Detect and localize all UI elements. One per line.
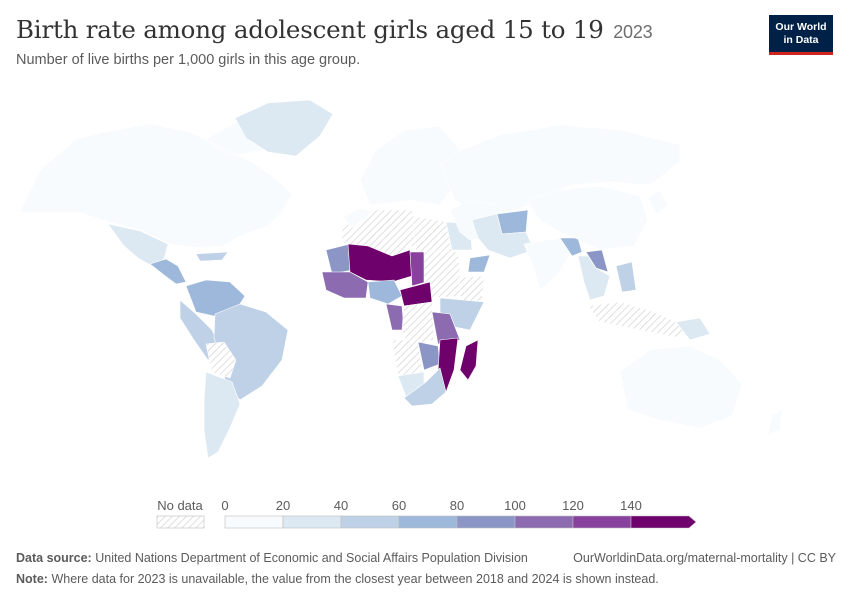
legend-tick-label: 0 — [221, 498, 228, 513]
note: Note: Where data for 2023 is unavailable… — [16, 569, 836, 590]
region-bangladesh[interactable] — [559, 237, 583, 257]
data-source: Data source: United Nations Department o… — [16, 548, 528, 569]
region-yemen[interactable] — [467, 254, 491, 273]
region-colombia-venezuela[interactable] — [185, 279, 246, 317]
region-angola[interactable] — [391, 339, 423, 377]
region-indonesia[interactable] — [587, 301, 691, 339]
region-china-mongolia[interactable] — [525, 185, 649, 251]
region-west-africa-coast[interactable] — [321, 271, 369, 299]
legend-tick-label: 120 — [562, 498, 584, 513]
region-bolivia[interactable] — [205, 341, 237, 379]
data-source-label: Data source: — [16, 551, 92, 565]
region-libya[interactable] — [411, 215, 453, 253]
source-url[interactable]: OurWorldinData.org/maternal-mortality | … — [573, 551, 836, 565]
region-morocco[interactable] — [342, 207, 373, 229]
legend-no-data-label: No data — [157, 498, 203, 513]
region-new-zealand[interactable] — [767, 409, 783, 435]
note-label: Note: — [16, 572, 48, 586]
legend-bin-6[interactable] — [572, 515, 632, 529]
chart-year[interactable]: 2023 — [613, 22, 653, 42]
region-north-america[interactable] — [19, 119, 293, 249]
region-nigeria[interactable] — [367, 279, 403, 305]
region-papua-new-guinea[interactable] — [675, 317, 711, 341]
region-tanzania[interactable] — [431, 311, 461, 345]
legend-bin-5[interactable] — [514, 515, 574, 529]
chart-header: Birth rate among adolescent girls aged 1… — [16, 14, 736, 68]
world-map[interactable] — [0, 80, 850, 480]
region-chad[interactable] — [409, 251, 427, 287]
region-ethiopia[interactable] — [457, 275, 485, 305]
legend-tick-label: 60 — [392, 498, 406, 513]
region-australia[interactable] — [619, 345, 743, 429]
data-source-text[interactable]: United Nations Department of Economic an… — [95, 551, 528, 565]
region-afghanistan[interactable] — [496, 209, 529, 235]
region-philippines[interactable] — [615, 261, 637, 293]
region-sudan[interactable] — [423, 251, 463, 299]
chart-title: Birth rate among adolescent girls aged 1… — [16, 15, 653, 44]
legend-bin-7[interactable] — [630, 515, 697, 529]
legend-tick-label: 140 — [620, 498, 642, 513]
region-caribbean[interactable] — [195, 251, 229, 262]
region-greenland[interactable] — [234, 99, 334, 157]
region-cameroon-gabon[interactable] — [385, 303, 405, 331]
logo-line-2: in Data — [783, 33, 819, 46]
region-madagascar[interactable] — [459, 339, 479, 381]
legend-tick-label: 20 — [276, 498, 290, 513]
legend-bin-3[interactable] — [398, 515, 458, 529]
region-dr-congo[interactable] — [401, 301, 435, 347]
legend-bin-2[interactable] — [340, 515, 400, 529]
region-mozambique[interactable] — [437, 337, 459, 393]
region-southern-africa[interactable] — [403, 367, 447, 407]
chart-subtitle: Number of live births per 1,000 girls in… — [16, 52, 361, 68]
legend-tick-label: 80 — [450, 498, 464, 513]
region-central-america[interactable] — [149, 258, 187, 285]
region-japan[interactable] — [647, 189, 669, 215]
legend-tick-label: 100 — [504, 498, 526, 513]
note-text: Where data for 2023 is unavailable, the … — [51, 572, 659, 586]
region-argentina-chile[interactable] — [203, 371, 241, 459]
legend-tick-label: 40 — [334, 498, 348, 513]
owid-logo[interactable]: Our World in Data — [769, 15, 833, 52]
region-europe[interactable] — [359, 125, 461, 206]
logo-accent-bar — [769, 52, 833, 55]
region-mainland-southeast-asia[interactable] — [577, 255, 611, 301]
chart-footer: Data source: United Nations Department o… — [16, 548, 836, 590]
legend-bin-1[interactable] — [282, 515, 342, 529]
logo-line-1: Our World — [775, 21, 827, 33]
legend-no-data-swatch[interactable] — [156, 515, 205, 529]
legend-bin-0[interactable] — [224, 515, 284, 529]
legend-bin-4[interactable] — [456, 515, 516, 529]
region-india[interactable] — [523, 237, 573, 291]
color-legend: No data 0 20 40 60 80 100 120 140 — [156, 498, 697, 529]
